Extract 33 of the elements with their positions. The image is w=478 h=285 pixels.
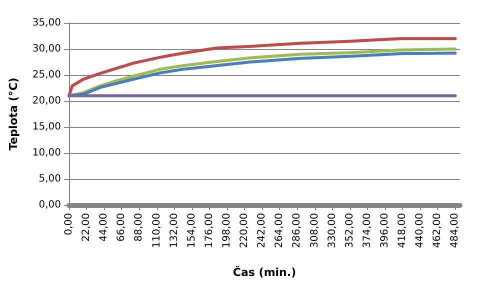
x-tick-label: 484,00	[450, 213, 461, 248]
x-tick-label: 44,00	[98, 213, 110, 242]
x-tick-label: 352,00	[344, 213, 356, 248]
x-tick-label: 154,00	[186, 213, 198, 248]
y-tick-label: 0,00	[38, 200, 61, 210]
y-tick-label: 35,00	[32, 18, 61, 28]
y-tick-label: 15,00	[32, 122, 61, 132]
x-tick-label: 22,00	[81, 213, 92, 242]
x-tick-label: 440,00	[414, 213, 426, 248]
x-tick-label: 110,00	[151, 213, 162, 248]
x-tick-label: 176,00	[204, 213, 215, 248]
y-tick-label: 30,00	[32, 44, 61, 54]
x-axis-title: Čas (min.)	[232, 265, 296, 279]
x-tick-label: 418,00	[397, 213, 408, 248]
x-tick-label: 88,00	[134, 213, 145, 242]
x-tick-label: 242,00	[256, 213, 268, 248]
x-tick-label: 198,00	[221, 213, 232, 248]
x-tick-label: 308,00	[309, 213, 320, 248]
y-tick-label: 10,00	[32, 148, 61, 158]
y-tick-label: 5,00	[38, 174, 61, 184]
x-tick-label: 66,00	[116, 213, 128, 242]
x-tick-label: 330,00	[326, 213, 338, 248]
x-tick-label: 220,00	[239, 213, 250, 248]
y-tick-label: 25,00	[32, 70, 61, 80]
line-series	[68, 37, 457, 98]
x-tick-label: 462,00	[432, 213, 444, 248]
x-tick-label: 264,00	[274, 213, 286, 248]
x-tick-label: 286,00	[292, 213, 303, 248]
y-tick-label: 20,00	[32, 96, 61, 106]
x-tick-label: 374,00	[362, 213, 373, 248]
x-tick-label: 132,00	[168, 213, 180, 248]
y-axis-title: Teplota (°C)	[7, 78, 20, 150]
x-tick-label: 396,00	[379, 213, 390, 248]
